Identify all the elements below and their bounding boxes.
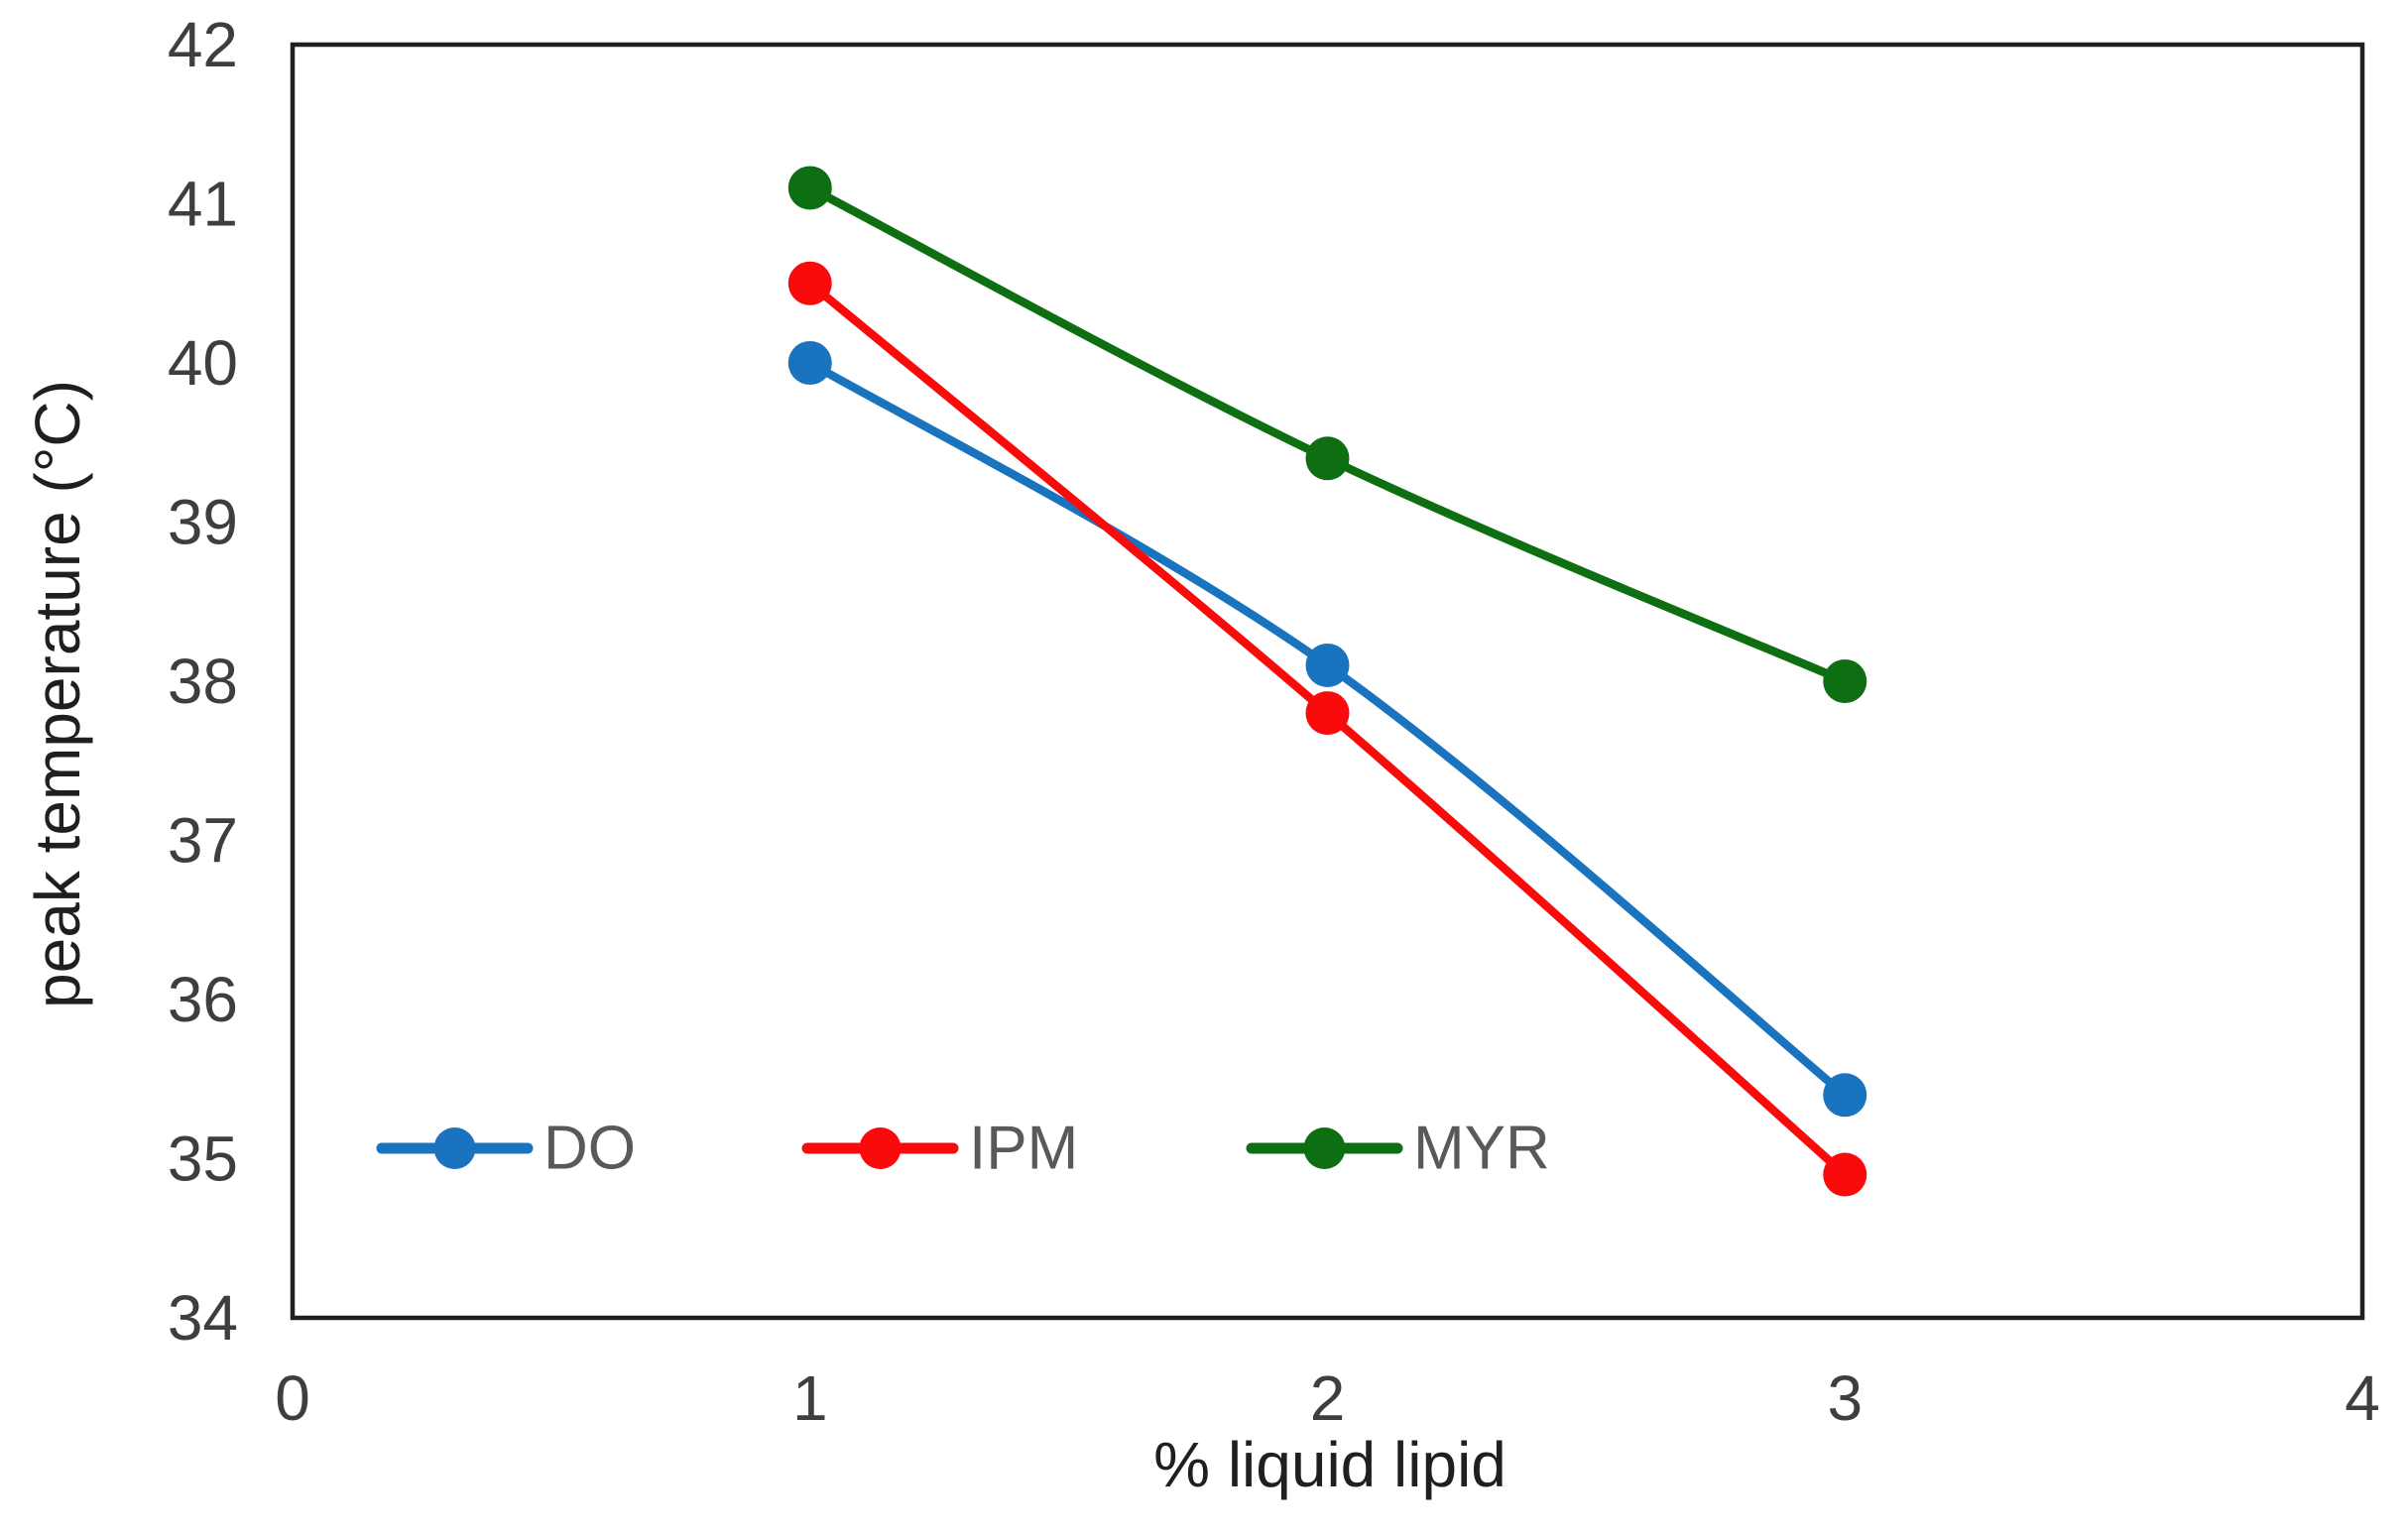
y-tick-label: 36 bbox=[168, 964, 238, 1035]
y-tick-label: 34 bbox=[168, 1282, 238, 1354]
series-line-myr bbox=[805, 183, 1850, 686]
data-point-do bbox=[1823, 1073, 1867, 1118]
y-tick-label: 39 bbox=[168, 487, 238, 558]
plot-frame bbox=[290, 42, 2365, 1321]
x-tick-label: 1 bbox=[792, 1362, 828, 1434]
legend-label-ipm: IPM bbox=[969, 1115, 1078, 1183]
legend-marker-dot-do bbox=[433, 1127, 476, 1169]
data-point-do bbox=[787, 341, 832, 385]
data-point-ipm bbox=[1823, 1152, 1867, 1197]
y-tick-label: 42 bbox=[168, 9, 238, 80]
data-point-myr bbox=[787, 166, 832, 210]
legend-marker-dot-myr bbox=[1303, 1127, 1346, 1169]
data-point-do bbox=[1305, 643, 1350, 687]
x-tick-label: 4 bbox=[2345, 1362, 2380, 1434]
data-point-ipm bbox=[787, 261, 832, 305]
legend-label-myr: MYR bbox=[1413, 1115, 1550, 1183]
y-tick-label: 40 bbox=[168, 327, 238, 399]
x-tick-label: 2 bbox=[1310, 1362, 1346, 1434]
y-tick-label: 35 bbox=[168, 1123, 238, 1195]
y-tick-label: 38 bbox=[168, 646, 238, 717]
y-axis-title: peak temperature (°C) bbox=[22, 380, 93, 1008]
legend-marker-dot-ipm bbox=[859, 1127, 902, 1169]
data-point-myr bbox=[1305, 436, 1350, 481]
data-point-myr bbox=[1823, 659, 1867, 703]
x-axis-title: % liquid lipid bbox=[1153, 1429, 1506, 1500]
data-point-ipm bbox=[1305, 691, 1350, 736]
legend-label-do: DO bbox=[543, 1115, 636, 1183]
x-tick-label: 0 bbox=[275, 1362, 310, 1434]
y-tick-label: 41 bbox=[168, 169, 238, 240]
x-tick-label: 3 bbox=[1827, 1362, 1863, 1434]
y-tick-label: 37 bbox=[168, 805, 238, 877]
